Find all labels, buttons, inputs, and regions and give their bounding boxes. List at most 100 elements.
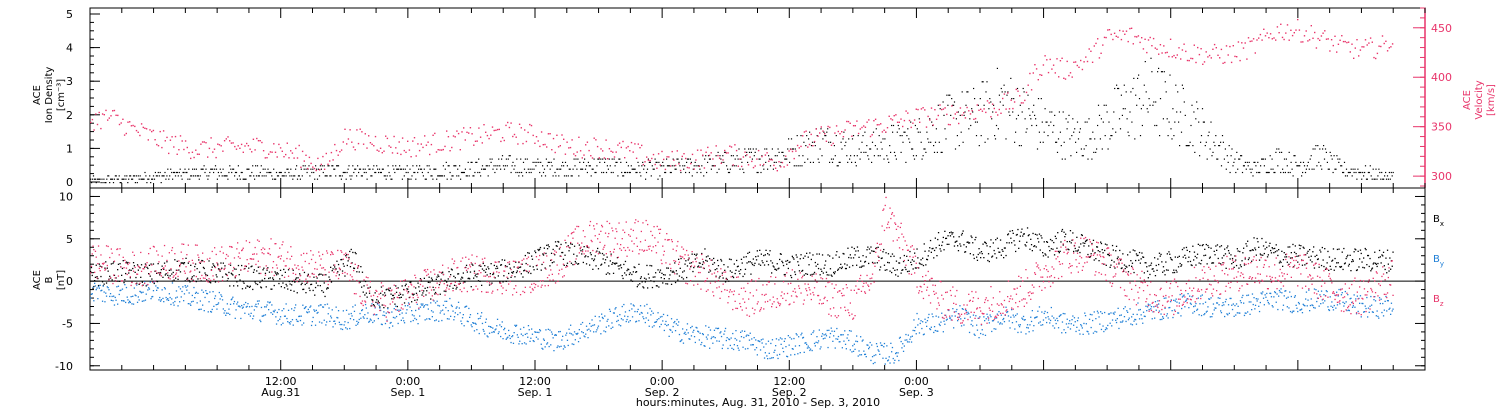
by-point <box>479 317 481 319</box>
by-point <box>859 354 861 356</box>
bx-point <box>1067 248 1069 250</box>
density-point <box>770 158 773 160</box>
bx-point <box>878 256 880 258</box>
density-point <box>579 161 581 163</box>
velocity-point <box>1120 38 1123 41</box>
bx-point <box>212 263 214 265</box>
bx-point <box>1260 254 1262 256</box>
bx-point <box>612 272 615 274</box>
density-point <box>1015 131 1017 133</box>
by-point <box>465 305 467 308</box>
by-point <box>667 324 669 326</box>
by-point <box>190 304 192 306</box>
density-point <box>491 158 493 160</box>
density-point <box>487 175 489 177</box>
b-axis-title-line: ACE <box>32 270 43 290</box>
by-point <box>364 303 367 306</box>
density-point <box>199 175 201 177</box>
bx-point <box>775 269 778 271</box>
bx-point <box>1078 246 1080 248</box>
density-point <box>1237 168 1239 170</box>
by-point <box>104 301 106 303</box>
density-point <box>1057 138 1060 140</box>
bx-point <box>538 249 540 252</box>
density-point <box>197 175 199 177</box>
velocity-point <box>454 136 456 138</box>
bx-point <box>1181 248 1184 251</box>
bx-point <box>353 267 356 270</box>
density-point <box>837 165 839 167</box>
velocity-point <box>956 111 958 113</box>
bx-point <box>721 272 723 274</box>
density-point <box>935 128 937 130</box>
density-point <box>907 128 909 130</box>
density-point <box>1180 131 1183 133</box>
velocity-point <box>310 162 312 165</box>
by-point <box>420 303 422 305</box>
bx-point <box>1170 258 1172 260</box>
velocity-point <box>505 124 507 127</box>
by-point <box>455 307 457 309</box>
velocity-point <box>357 142 360 145</box>
by-point <box>773 351 775 353</box>
density-point <box>798 155 800 157</box>
bx-point <box>211 266 213 268</box>
by-point <box>281 310 283 312</box>
velocity-point <box>1381 35 1384 37</box>
bx-point <box>1080 243 1082 245</box>
bx-point <box>1034 233 1037 235</box>
velocity-point <box>766 152 768 154</box>
by-point <box>477 312 479 315</box>
density-point <box>572 168 574 170</box>
by-point <box>579 337 581 339</box>
density-point <box>820 128 822 130</box>
density-point <box>223 175 225 177</box>
by-point <box>508 329 510 332</box>
bx-point <box>1272 248 1274 250</box>
density-point <box>512 161 514 163</box>
bx-point <box>1173 269 1175 271</box>
density-point <box>371 175 373 177</box>
bx-point <box>340 259 342 261</box>
velocity-point <box>1069 72 1072 74</box>
density-point <box>373 165 375 167</box>
by-point <box>329 320 331 322</box>
by-point <box>676 318 678 321</box>
bx-point <box>446 281 448 283</box>
density-series <box>90 57 1394 184</box>
bx-point <box>674 281 677 284</box>
density-point <box>694 161 696 163</box>
density-point <box>327 165 329 167</box>
by-point <box>415 318 418 321</box>
by-point <box>100 290 102 292</box>
bx-point <box>607 272 609 274</box>
density-point <box>913 158 916 160</box>
by-point <box>562 348 565 350</box>
bx-point <box>186 277 189 279</box>
density-point <box>1254 161 1256 163</box>
density-point <box>969 118 971 120</box>
density-point <box>474 171 476 174</box>
bx-point <box>279 269 282 271</box>
bx-point <box>933 257 935 259</box>
bx-point <box>1171 259 1173 261</box>
bx-point <box>1383 265 1385 267</box>
bx-point <box>647 287 649 289</box>
density-point <box>1285 158 1287 160</box>
velocity-point <box>1013 101 1016 103</box>
density-point <box>387 165 389 167</box>
density-point <box>1086 121 1088 123</box>
velocity-point <box>362 143 365 145</box>
by-point <box>369 318 371 320</box>
density-point <box>410 178 412 180</box>
velocity-point <box>1141 37 1143 39</box>
density-point <box>814 145 816 147</box>
density-point <box>248 168 250 170</box>
by-point <box>888 356 890 358</box>
bx-point <box>947 235 949 237</box>
bx-point <box>106 267 108 269</box>
density-point <box>1158 67 1160 69</box>
density-point <box>514 165 516 167</box>
bx-point <box>483 269 485 272</box>
density-point <box>685 171 687 174</box>
